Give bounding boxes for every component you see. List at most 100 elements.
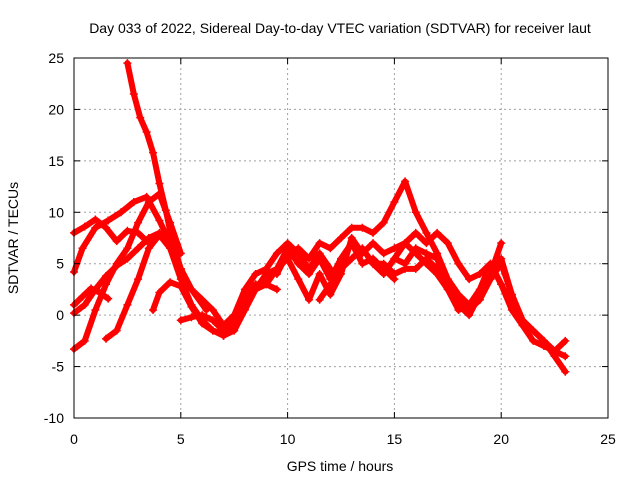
ticks	[73, 57, 609, 419]
data-layer	[70, 59, 570, 376]
x-tick-label: 0	[70, 431, 78, 447]
data-point	[518, 316, 527, 325]
data-point	[422, 239, 431, 248]
data-point	[390, 244, 399, 253]
y-axis-label: SDTVAR / TECUs	[5, 182, 21, 294]
data-point	[539, 336, 548, 345]
data-point	[497, 259, 506, 268]
data-point	[208, 316, 217, 325]
data-point	[443, 239, 452, 248]
data-point	[134, 275, 143, 284]
data-point	[112, 326, 121, 335]
data-point	[112, 237, 121, 246]
data-point	[251, 270, 260, 278]
data-point	[251, 285, 260, 294]
y-tick-label: -5	[52, 359, 65, 375]
data-point	[142, 128, 151, 137]
data-point	[304, 270, 313, 278]
data-point	[465, 306, 474, 314]
data-point	[326, 290, 335, 299]
data-point	[142, 192, 151, 201]
data-point	[208, 306, 217, 314]
data-point	[91, 215, 100, 224]
data-point	[80, 336, 89, 345]
data-point	[240, 285, 249, 294]
x-tick-label: 15	[387, 431, 403, 447]
data-point	[561, 336, 570, 345]
data-point	[116, 208, 125, 217]
data-point	[507, 306, 516, 314]
data-point	[134, 244, 143, 253]
data-point	[166, 278, 175, 287]
data-point	[283, 254, 292, 263]
data-point	[91, 306, 100, 314]
y-tick-label: 25	[48, 50, 64, 66]
data-point	[155, 230, 164, 239]
data-point	[102, 280, 111, 289]
data-point	[149, 306, 158, 314]
data-point	[411, 208, 420, 217]
x-tick-label: 20	[493, 431, 509, 447]
data-point	[326, 280, 335, 289]
data-point	[358, 259, 367, 268]
data-point	[272, 270, 281, 278]
data-point	[561, 352, 570, 361]
data-point	[401, 177, 410, 186]
x-tick-label: 25	[600, 431, 616, 447]
data-point	[369, 259, 378, 268]
data-point	[198, 295, 207, 304]
data-point	[337, 264, 345, 273]
y-tick-label: 15	[48, 153, 64, 169]
data-point	[136, 113, 145, 122]
data-point	[294, 275, 303, 284]
data-point	[337, 234, 345, 242]
data-point	[123, 59, 132, 68]
data-point	[272, 249, 281, 258]
data-point	[315, 239, 324, 248]
data-point	[134, 218, 143, 227]
data-point	[198, 311, 207, 320]
data-point	[144, 234, 153, 242]
data-point	[347, 254, 356, 263]
data-point	[187, 313, 196, 322]
data-point	[304, 295, 313, 304]
tick-labels: 0 5 10 15 20 25 -10 -5 0 5 10 15 20 25	[44, 50, 616, 447]
data-point	[176, 275, 185, 284]
data-point	[129, 198, 138, 206]
data-point	[369, 228, 378, 237]
data-point	[95, 288, 104, 297]
data-point	[230, 321, 239, 330]
data-point	[326, 244, 335, 253]
data-point	[486, 259, 495, 268]
data-point	[454, 259, 463, 268]
data-point	[219, 331, 228, 340]
data-point	[379, 270, 388, 278]
y-tick-label: 20	[48, 101, 64, 117]
data-point	[379, 249, 388, 258]
data-point	[176, 316, 185, 325]
data-point	[369, 239, 378, 248]
data-point	[465, 275, 474, 284]
data-point	[208, 326, 217, 335]
x-axis-label: GPS time / hours	[287, 458, 394, 474]
data-point	[104, 216, 113, 225]
data-point	[315, 254, 324, 263]
series-line	[273, 178, 505, 308]
data-point	[497, 280, 506, 289]
data-point	[187, 302, 196, 311]
data-point	[78, 292, 87, 301]
plot-frame	[73, 57, 609, 419]
data-point	[198, 319, 207, 328]
data-point	[80, 300, 89, 309]
data-point	[550, 352, 559, 361]
data-point	[401, 239, 410, 248]
data-point	[422, 249, 431, 258]
data-point	[176, 282, 185, 291]
data-point	[155, 216, 164, 225]
data-point	[168, 237, 177, 246]
data-point	[529, 336, 538, 345]
data-point	[475, 295, 484, 304]
data-point	[102, 272, 111, 281]
data-point	[497, 239, 506, 248]
data-point	[149, 148, 158, 157]
